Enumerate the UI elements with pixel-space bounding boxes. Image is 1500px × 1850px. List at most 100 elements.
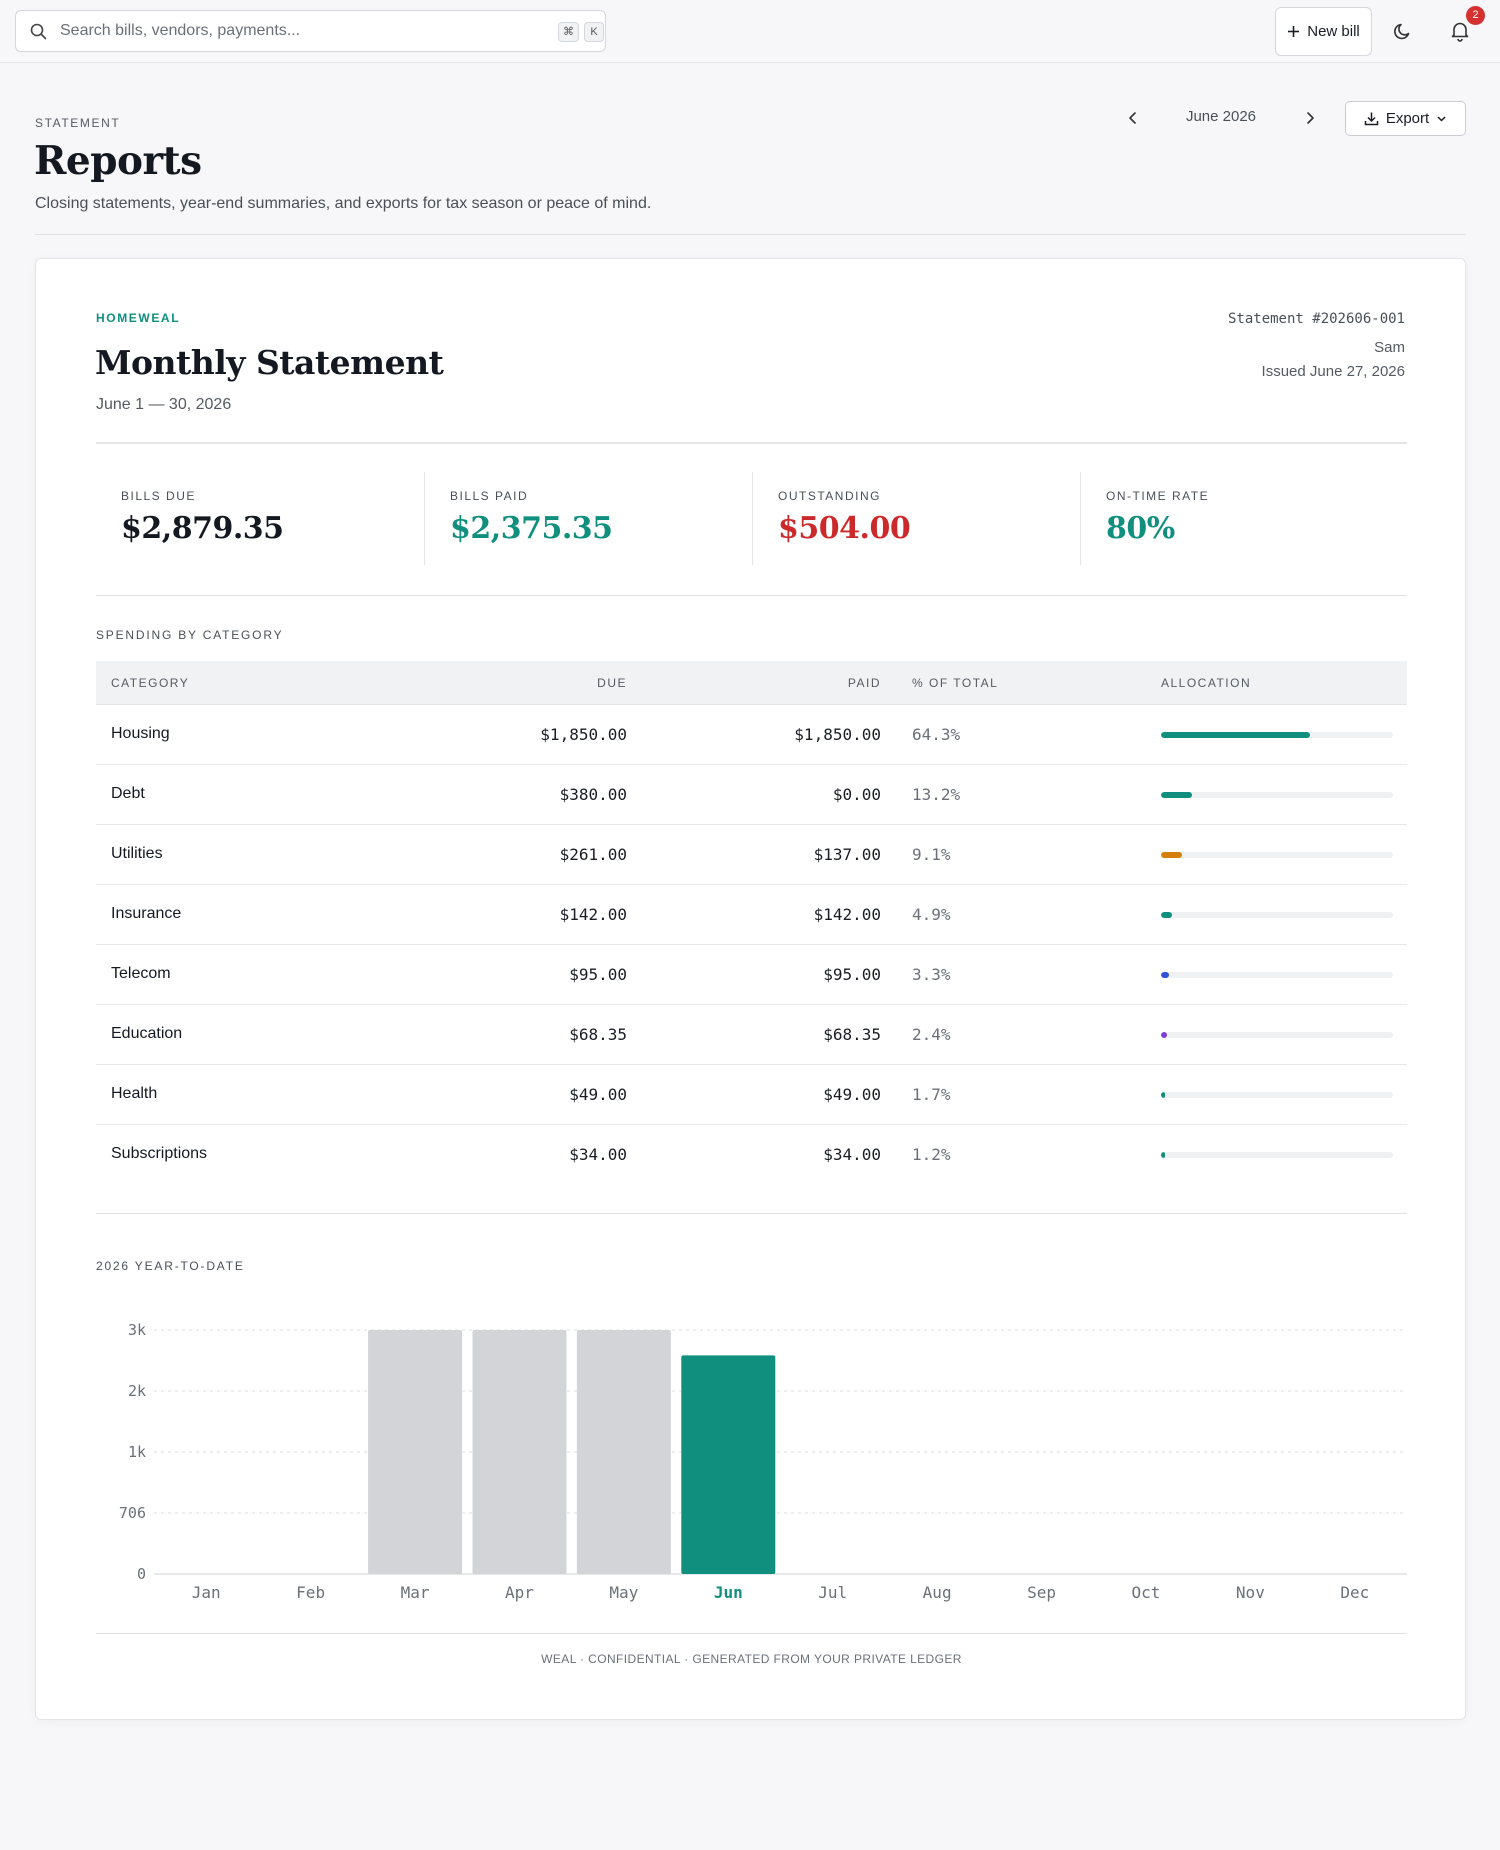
stat-label: BILLS DUE <box>121 489 196 503</box>
export-button[interactable]: Export <box>1345 101 1466 136</box>
search-input[interactable] <box>60 11 530 51</box>
shortcut-key-k: K <box>584 22 604 42</box>
new-bill-button[interactable]: New bill <box>1275 7 1372 56</box>
top-bar: ⌘ K New bill 2 <box>0 0 1500 63</box>
category-cell: Telecom <box>111 965 171 982</box>
x-tick-label: Feb <box>296 1583 325 1602</box>
bell-icon <box>1451 22 1469 42</box>
table-row: Housing $1,850.00 $1,850.00 64.3% <box>96 705 1407 765</box>
bar-may <box>576 1330 671 1574</box>
stat-outstanding: OUTSTANDING $504.00 <box>752 472 1080 565</box>
table-row: Debt $380.00 $0.00 13.2% <box>96 765 1407 825</box>
notifications-button[interactable] <box>1447 18 1473 44</box>
column-header-allocation: ALLOCATION <box>1161 676 1252 690</box>
spending-section-label: SPENDING BY CATEGORY <box>96 628 284 642</box>
paid-cell: $0.00 <box>832 785 881 804</box>
allocation-bar-fill <box>1161 852 1183 858</box>
search-box[interactable]: ⌘ K <box>15 10 606 52</box>
category-cell: Health <box>111 1085 158 1102</box>
download-icon <box>1364 112 1379 126</box>
ytd-chart-svg: 0 706 1k 2k 3k Jan Feb Mar Apr May Jun Jul Aug Sep Oct… <box>119 1321 1407 1602</box>
allocation-bar-fill <box>1161 1152 1165 1158</box>
statement-footer: WEAL · CONFIDENTIAL · GENERATED FROM YOU… <box>541 1652 962 1666</box>
category-cell: Debt <box>111 785 145 802</box>
paid-cell: $137.00 <box>813 845 881 864</box>
due-cell: $49.00 <box>569 1085 627 1104</box>
page-eyebrow: STATEMENT <box>35 116 121 130</box>
table-body: Housing $1,850.00 $1,850.00 64.3% Debt $380.0… <box>96 705 1407 1185</box>
stat-label: BILLS PAID <box>450 489 529 503</box>
search-icon <box>30 23 47 40</box>
moon-icon <box>1394 23 1410 40</box>
statement-number: Statement #202606-001 <box>1227 311 1405 327</box>
allocation-bar <box>1161 1092 1393 1098</box>
column-header-paid: PAID <box>847 676 881 690</box>
stat-label: OUTSTANDING <box>778 489 881 503</box>
table-row: Telecom $95.00 $95.00 3.3% <box>96 945 1407 1005</box>
notification-count-badge: 2 <box>1466 6 1485 25</box>
current-month-label: June 2026 <box>1185 108 1257 125</box>
theme-toggle-button[interactable] <box>1390 18 1416 44</box>
stat-value: 80% <box>1106 511 1175 546</box>
percent-cell: 13.2% <box>912 785 961 804</box>
allocation-bar <box>1161 912 1393 918</box>
allocation-bar-fill <box>1161 792 1192 798</box>
statement-issued-date: Issued June 27, 2026 <box>1261 363 1405 380</box>
x-tick-label: May <box>609 1583 638 1602</box>
stat-value: $504.00 <box>778 511 911 546</box>
table-row: Insurance $142.00 $142.00 4.9% <box>96 885 1407 945</box>
previous-month-button[interactable] <box>1126 106 1140 130</box>
chevron-down-icon <box>1437 116 1446 122</box>
category-cell: Insurance <box>111 905 182 922</box>
y-tick-label: 1k <box>128 1443 146 1461</box>
allocation-bar-fill <box>1161 912 1173 918</box>
x-tick-label: Apr <box>505 1583 534 1602</box>
footer-divider <box>96 1633 1407 1634</box>
percent-cell: 1.2% <box>912 1145 951 1164</box>
statement-period: June 1 — 30, 2026 <box>96 396 232 413</box>
paid-cell: $68.35 <box>823 1025 881 1044</box>
stat-bills-due: BILLS DUE $2,879.35 <box>96 472 424 565</box>
statement-user: Sam <box>1374 339 1405 356</box>
percent-cell: 4.9% <box>912 905 951 924</box>
allocation-bar-fill <box>1161 1092 1165 1098</box>
y-tick-label: 0 <box>137 1565 146 1583</box>
stat-bills-paid: BILLS PAID $2,375.35 <box>424 472 752 565</box>
bar-mar <box>368 1330 463 1574</box>
allocation-bar-fill <box>1161 1032 1167 1038</box>
allocation-bar-fill <box>1161 732 1311 738</box>
x-tick-label: Jan <box>192 1583 221 1602</box>
export-label: Export <box>1385 110 1430 127</box>
page-subtitle: Closing statements, year-end summaries, … <box>35 195 652 212</box>
next-month-button[interactable] <box>1303 106 1317 130</box>
ytd-section-label: 2026 YEAR-TO-DATE <box>96 1259 245 1273</box>
bar-apr <box>472 1330 567 1574</box>
x-tick-label: Dec <box>1340 1583 1369 1602</box>
statement-divider <box>96 442 1407 444</box>
statement-brand: HOMEWEAL <box>96 311 181 325</box>
table-row: Subscriptions $34.00 $34.00 1.2% <box>96 1125 1407 1185</box>
y-tick-label: 706 <box>119 1504 146 1522</box>
category-cell: Utilities <box>111 845 163 862</box>
due-cell: $68.35 <box>569 1025 627 1044</box>
table-row: Education $68.35 $68.35 2.4% <box>96 1005 1407 1065</box>
due-cell: $34.00 <box>569 1145 627 1164</box>
due-cell: $380.00 <box>559 785 627 804</box>
x-tick-label: Aug <box>923 1583 952 1602</box>
stat-label: ON-TIME RATE <box>1106 489 1210 503</box>
percent-cell: 64.3% <box>912 725 961 744</box>
allocation-bar <box>1161 972 1393 978</box>
x-tick-label: Sep <box>1027 1583 1056 1602</box>
allocation-bar-fill <box>1161 972 1169 978</box>
category-cell: Housing <box>111 725 170 742</box>
table-header: CATEGORY DUE PAID % OF TOTAL ALLOCATION <box>96 661 1407 705</box>
stat-value: $2,879.35 <box>121 511 284 546</box>
due-cell: $142.00 <box>559 905 627 924</box>
paid-cell: $34.00 <box>823 1145 881 1164</box>
x-tick-label: Nov <box>1236 1583 1265 1602</box>
y-tick-label: 3k <box>128 1321 146 1339</box>
allocation-bar <box>1161 732 1393 738</box>
new-bill-label: New bill <box>1307 23 1360 40</box>
y-tick-label: 2k <box>128 1382 146 1400</box>
stat-on-time-rate: ON-TIME RATE 80% <box>1080 472 1408 565</box>
